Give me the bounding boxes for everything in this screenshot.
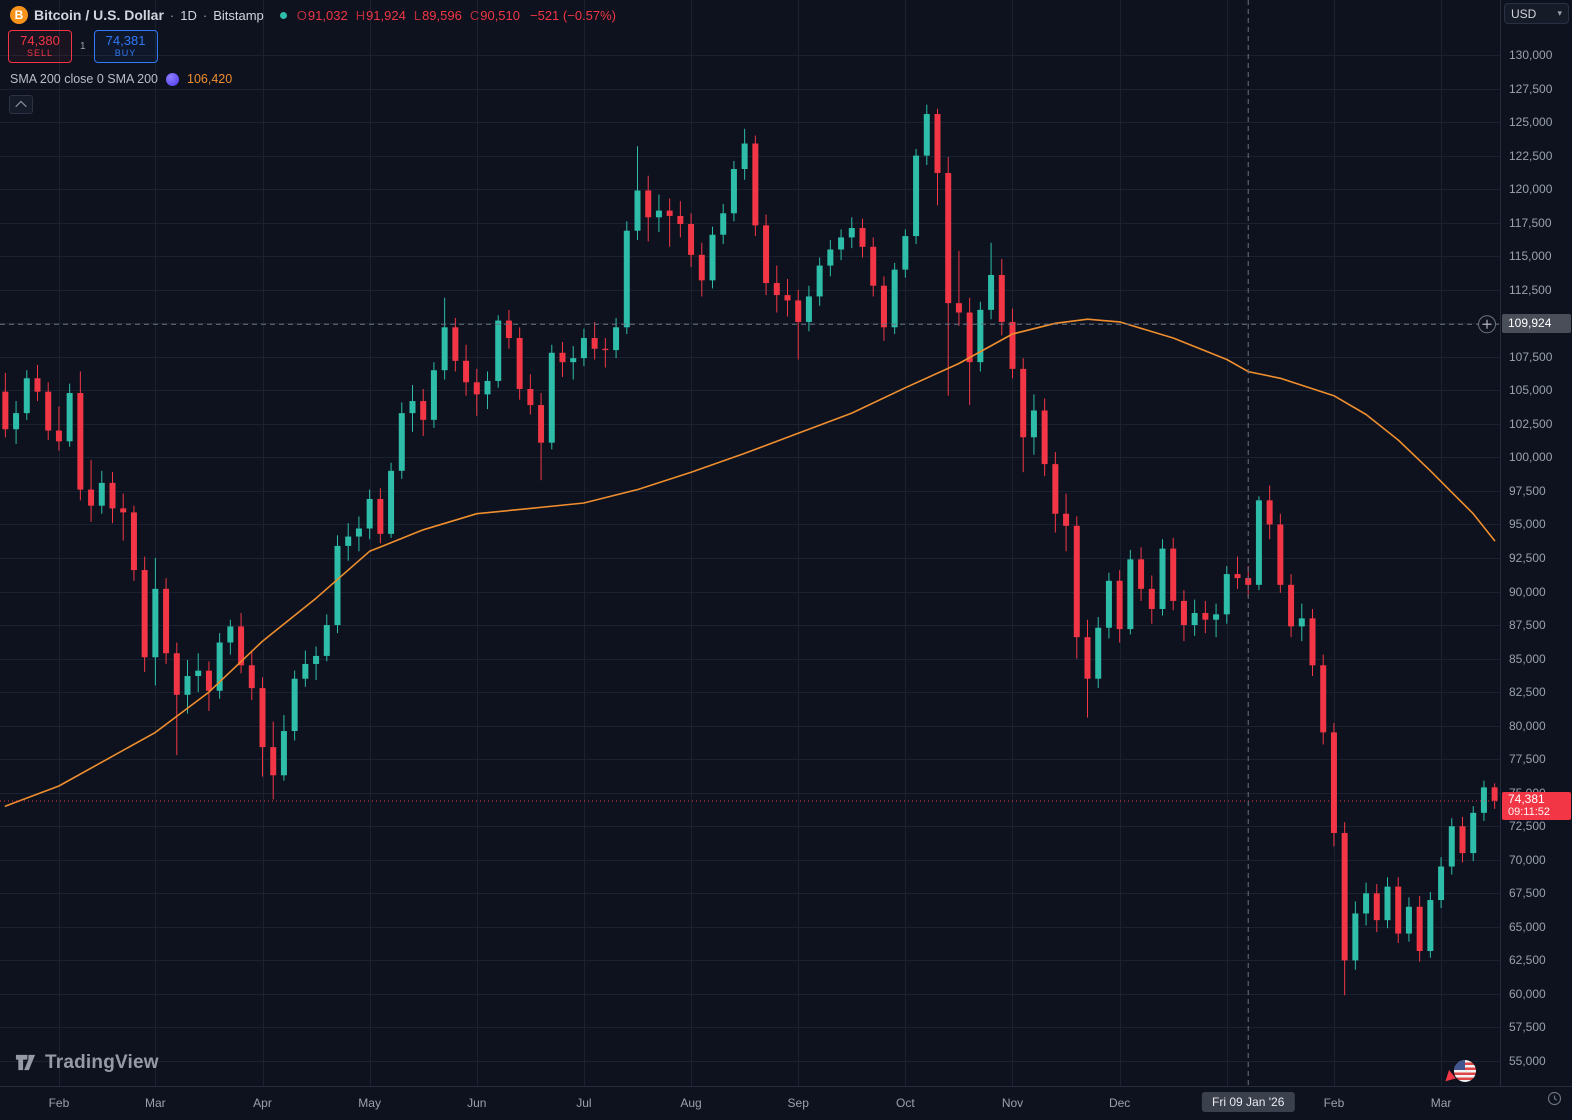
price-tick-label: 102,500 <box>1509 416 1553 431</box>
separator: · <box>169 7 175 23</box>
price-tick-label: 85,000 <box>1509 651 1546 666</box>
sell-button[interactable]: 74,380 SELL <box>8 30 72 63</box>
crosshair-plus-button[interactable] <box>1478 315 1496 334</box>
price-scale[interactable]: USD ▾ 109,924 74,381 09:11:52 55,000 57,5… <box>1500 0 1572 1086</box>
price-tick-label: 87,500 <box>1509 618 1546 633</box>
change-value: −521 (−0.57%) <box>530 7 617 23</box>
price-tick-label: 115,000 <box>1509 249 1552 264</box>
buy-sell-widget: 74,380 SELL 1 74,381 BUY <box>8 30 158 63</box>
price-tick-label: 55,000 <box>1509 1054 1546 1068</box>
time-axis[interactable]: Fri 09 Jan '26 Feb Mar Apr May Jun Jul Aug Sep O… <box>0 1086 1572 1120</box>
last-price-value: 74,381 <box>1508 792 1545 807</box>
legend-collapse-button[interactable] <box>9 95 33 114</box>
timezone-clock-icon[interactable] <box>1547 1091 1562 1106</box>
sell-label: SELL <box>26 48 54 58</box>
crosshair-layer <box>0 0 1500 1086</box>
price-tick-label: 62,500 <box>1509 953 1546 968</box>
buy-price: 74,381 <box>105 33 146 48</box>
price-tick-label: 60,000 <box>1509 986 1546 1001</box>
price-tick-label: 57,500 <box>1509 1020 1546 1035</box>
price-tick-label: 65,000 <box>1509 919 1546 934</box>
price-tick-label: 107,500 <box>1509 349 1553 364</box>
chevron-down-icon: ▾ <box>1557 8 1562 18</box>
bitcoin-icon: B <box>10 6 28 24</box>
price-tick-label: 72,500 <box>1509 819 1546 834</box>
close-value: 90,510 <box>480 7 520 23</box>
tradingview-logo-icon <box>15 1054 36 1071</box>
currency-label: USD <box>1511 6 1537 21</box>
price-tick-label: 112,500 <box>1509 282 1552 297</box>
price-tick-label: 105,000 <box>1509 383 1553 398</box>
price-tick-label: 122,500 <box>1509 148 1553 163</box>
interval-label[interactable]: 1D <box>180 7 197 23</box>
price-tick-label: 117,500 <box>1509 215 1552 230</box>
low-label: L <box>413 7 422 23</box>
price-tick-label: 82,500 <box>1509 685 1546 700</box>
time-tick-label: Oct <box>896 1096 915 1110</box>
indicator-title: SMA 200 close 0 SMA 200 <box>10 72 159 86</box>
price-tick-label: 80,000 <box>1509 718 1546 733</box>
price-tick-label: 130,000 <box>1509 48 1553 62</box>
price-tick-label: 92,500 <box>1509 551 1546 565</box>
exchange-label[interactable]: Bitstamp <box>213 7 264 23</box>
time-tick-label: Sep <box>787 1096 809 1110</box>
market-status-dot <box>279 11 287 19</box>
bar-countdown: 09:11:52 <box>1508 806 1551 819</box>
spread-value: 1 <box>80 41 86 52</box>
time-tick-label: Jul <box>576 1096 592 1110</box>
high-label: H <box>355 7 366 23</box>
price-tick-label: 77,500 <box>1509 752 1546 767</box>
price-tick-label: 97,500 <box>1509 483 1546 498</box>
candles-layer <box>2 104 1498 996</box>
price-tick-label: 127,500 <box>1509 81 1553 96</box>
time-tick-label: Feb <box>48 1096 70 1110</box>
time-tick-label: Dec <box>1108 1096 1131 1110</box>
price-tick-label: 120,000 <box>1509 182 1553 197</box>
ohlc-values: O91,032 H91,924 L89,596 C90,510 −521 (−0… <box>297 8 616 23</box>
price-tick-label: 90,000 <box>1509 584 1546 599</box>
tradingview-logo[interactable]: TradingView <box>14 1051 159 1074</box>
time-tick-label: Nov <box>1001 1096 1024 1110</box>
indicator-value: 106,420 <box>187 72 233 86</box>
price-tick-label: 67,500 <box>1509 886 1546 901</box>
sma-line <box>4 318 1496 807</box>
symbol-legend: B Bitcoin / U.S. Dollar · 1D · Bitstamp … <box>10 6 616 24</box>
symbol-title[interactable]: Bitcoin / U.S. Dollar <box>34 7 164 23</box>
crosshair-date-label: Fri 09 Jan '26 <box>1202 1092 1295 1112</box>
price-tick-label: 95,000 <box>1509 517 1546 532</box>
buy-button[interactable]: 74,381 BUY <box>93 30 158 63</box>
buy-label: BUY <box>114 48 137 58</box>
price-tick-label: 70,000 <box>1509 852 1546 867</box>
crosshair-price-label: 109,924 <box>1502 314 1571 334</box>
indicator-status-icon <box>166 72 180 86</box>
price-tick-label: 125,000 <box>1509 115 1553 130</box>
open-label: O <box>296 7 307 23</box>
time-tick-label: Mar <box>1430 1096 1452 1110</box>
separator: · <box>202 7 208 23</box>
high-value: 91,924 <box>366 7 406 23</box>
time-tick-label: Feb <box>1323 1096 1345 1110</box>
time-tick-label: Aug <box>680 1096 702 1110</box>
time-tick-label: Mar <box>145 1096 166 1110</box>
indicator-legend[interactable]: SMA 200 close 0 SMA 200 106,420 <box>10 72 232 86</box>
low-value: 89,596 <box>422 7 462 23</box>
close-label: C <box>469 7 480 23</box>
us-economic-event-icon[interactable] <box>1454 1060 1476 1082</box>
currency-selector[interactable]: USD ▾ <box>1504 3 1569 24</box>
sell-price: 74,380 <box>20 33 60 48</box>
price-tick-label: 100,000 <box>1509 450 1553 465</box>
time-tick-label: Jun <box>467 1096 487 1110</box>
time-tick-label: May <box>358 1096 381 1110</box>
open-value: 91,032 <box>307 7 348 23</box>
chevron-up-icon <box>15 100 27 112</box>
last-price-label: 74,381 09:11:52 <box>1502 792 1571 821</box>
time-tick-label: Apr <box>253 1096 272 1110</box>
tradingview-brand-text: TradingView <box>45 1051 159 1073</box>
